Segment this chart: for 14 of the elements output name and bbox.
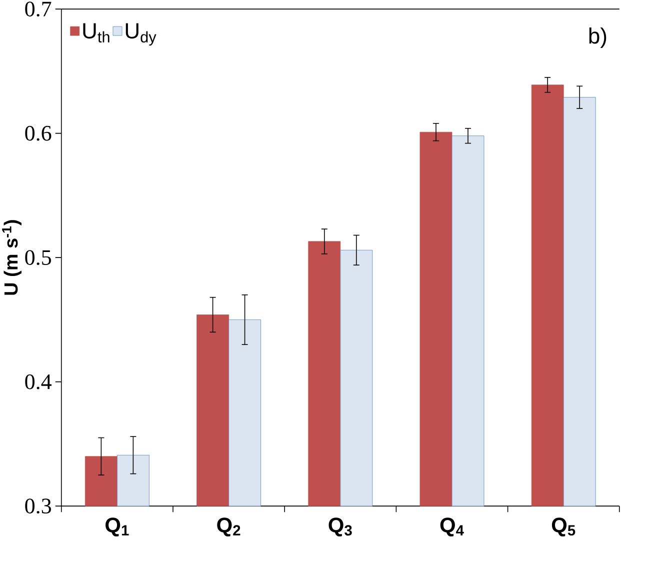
y-axis-title: U (m s$^{-1}$): [2, 220, 22, 295]
annotation: b): [589, 28, 606, 48]
x-tick-label: Q$_{3}$: [328, 518, 352, 536]
y-tick-label: 0.7: [25, 2, 52, 17]
y-tick-label: 0.4: [25, 374, 52, 390]
y-tick-label: 0.6: [25, 126, 52, 141]
legend-label: U$_{th}$: [83, 23, 110, 43]
y-tick-label: 0.5: [25, 250, 51, 266]
x-tick-label: Q$_{1}$: [106, 518, 129, 536]
x-tick-label: Q$_{2}$: [217, 518, 240, 536]
legend-label: U$_{dy}$: [126, 23, 156, 46]
x-tick-label: Q$_{5}$: [552, 518, 576, 536]
y-tick-label: 0.3: [25, 498, 51, 514]
x-tick-label: Q$_{4}$: [440, 518, 464, 536]
